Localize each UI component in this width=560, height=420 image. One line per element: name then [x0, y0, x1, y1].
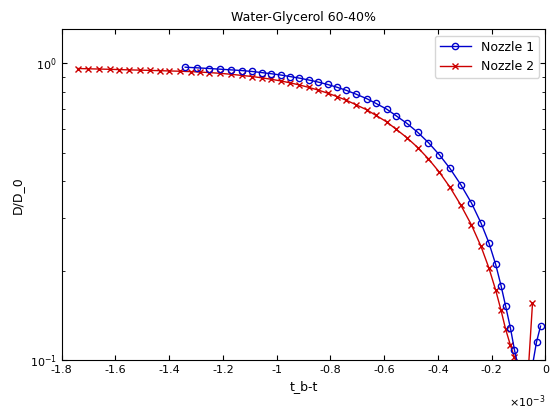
Nozzle 1	[268, 71, 274, 76]
Nozzle 2	[74, 66, 81, 71]
Nozzle 1	[458, 182, 464, 187]
Nozzle 1	[533, 339, 540, 344]
Nozzle 1	[478, 220, 484, 225]
Title: Water-Glycerol 60-40%: Water-Glycerol 60-40%	[231, 11, 376, 24]
Nozzle 1	[520, 383, 527, 388]
Nozzle 2	[404, 135, 410, 140]
Nozzle 1	[353, 92, 360, 97]
Nozzle 1	[529, 363, 536, 368]
Nozzle 1	[507, 326, 514, 331]
Nozzle 2	[525, 374, 531, 379]
Nozzle 1	[525, 393, 531, 398]
Nozzle 1	[343, 88, 350, 93]
Nozzle 2	[187, 69, 194, 74]
Nozzle 1	[239, 68, 245, 73]
Nozzle 1	[315, 79, 321, 84]
Nozzle 1	[393, 113, 400, 118]
Nozzle 1	[511, 347, 518, 352]
Nozzle 1	[486, 240, 492, 245]
Nozzle 1	[492, 262, 499, 267]
Nozzle 1	[296, 76, 303, 81]
Nozzle 1	[306, 78, 312, 83]
Nozzle 2	[239, 73, 245, 78]
Nozzle 1	[447, 166, 454, 171]
Nozzle 1	[373, 101, 380, 106]
Nozzle 1	[425, 140, 432, 145]
Nozzle 1	[537, 324, 544, 329]
Nozzle 1	[206, 66, 213, 71]
Legend: Nozzle 1, Nozzle 2: Nozzle 1, Nozzle 2	[435, 36, 539, 78]
Nozzle 1	[182, 65, 189, 70]
X-axis label: t_b-t: t_b-t	[290, 381, 318, 394]
Text: $\times10^{-3}$: $\times10^{-3}$	[509, 393, 545, 410]
Nozzle 1	[249, 69, 256, 74]
Nozzle 2	[436, 170, 442, 175]
Nozzle 2	[529, 301, 536, 306]
Nozzle 1	[498, 283, 505, 288]
Nozzle 1	[436, 152, 442, 157]
Line: Nozzle 2: Nozzle 2	[74, 66, 535, 381]
Line: Nozzle 1: Nozzle 1	[182, 64, 544, 399]
Nozzle 1	[363, 96, 370, 101]
Nozzle 1	[324, 82, 331, 87]
Nozzle 1	[404, 121, 410, 126]
Nozzle 1	[384, 107, 390, 112]
Nozzle 1	[259, 70, 265, 75]
Nozzle 2	[520, 375, 527, 381]
Nozzle 1	[502, 304, 509, 309]
Nozzle 1	[227, 67, 234, 72]
Nozzle 1	[194, 66, 200, 71]
Nozzle 1	[515, 365, 522, 370]
Nozzle 1	[334, 85, 340, 90]
Nozzle 2	[227, 72, 234, 77]
Nozzle 1	[468, 200, 475, 205]
Nozzle 1	[277, 73, 284, 78]
Y-axis label: D/D_0: D/D_0	[11, 176, 24, 214]
Nozzle 1	[414, 130, 421, 135]
Nozzle 1	[287, 74, 293, 79]
Nozzle 1	[217, 67, 223, 72]
